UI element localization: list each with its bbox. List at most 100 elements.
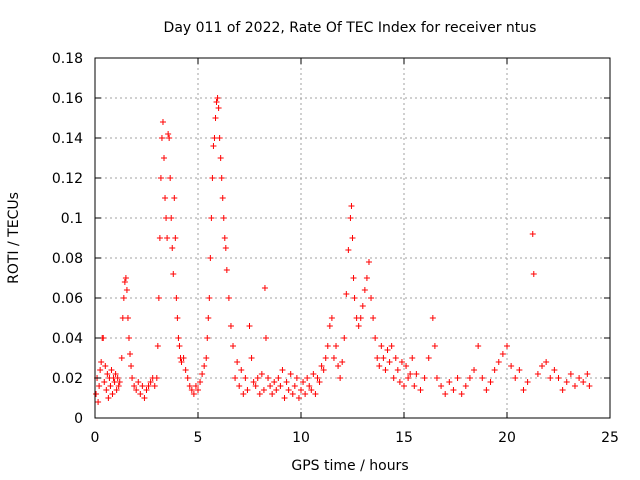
y-tick-label: 0 xyxy=(74,411,83,427)
data-point xyxy=(283,379,290,385)
y-tick-label: 0.14 xyxy=(52,131,83,147)
data-point xyxy=(154,343,161,349)
data-point xyxy=(186,383,193,389)
data-point xyxy=(376,363,383,369)
data-point xyxy=(499,351,506,357)
data-point xyxy=(215,105,222,111)
data-point xyxy=(475,343,482,349)
data-point xyxy=(199,371,206,377)
data-point xyxy=(337,375,344,381)
axis-ticks xyxy=(94,57,611,419)
data-point xyxy=(330,355,337,361)
data-point xyxy=(261,285,268,291)
data-point xyxy=(121,279,128,285)
data-point xyxy=(103,387,110,393)
data-point xyxy=(242,375,249,381)
data-point xyxy=(197,379,204,385)
data-point xyxy=(413,371,420,377)
data-point xyxy=(116,379,123,385)
data-point xyxy=(147,379,154,385)
data-point xyxy=(100,335,107,341)
data-point xyxy=(167,175,174,181)
data-point xyxy=(135,379,142,385)
data-point xyxy=(392,355,399,361)
data-point xyxy=(341,335,348,341)
data-point xyxy=(312,391,319,397)
data-point xyxy=(314,375,321,381)
data-point xyxy=(155,295,162,301)
data-point xyxy=(348,203,355,209)
data-point xyxy=(279,367,286,373)
x-tick-labels: 0 5 10 15 20 25 xyxy=(91,430,619,446)
data-point xyxy=(351,295,358,301)
data-point xyxy=(471,367,478,373)
data-point xyxy=(306,383,313,389)
data-point xyxy=(161,155,168,161)
data-point xyxy=(407,371,414,377)
data-point xyxy=(118,355,125,361)
data-point xyxy=(184,375,191,381)
y-tick-label: 0.02 xyxy=(52,371,83,387)
data-point xyxy=(164,235,171,241)
data-point xyxy=(401,383,407,389)
data-point xyxy=(98,359,105,365)
data-point xyxy=(504,343,510,349)
data-point xyxy=(173,295,180,301)
data-point xyxy=(256,391,263,397)
data-point xyxy=(225,295,232,301)
data-point xyxy=(450,387,457,393)
data-point xyxy=(559,387,566,393)
data-point xyxy=(123,287,130,293)
data-point xyxy=(487,379,494,385)
data-point xyxy=(458,391,465,397)
data-point xyxy=(359,303,366,309)
data-point xyxy=(107,383,114,389)
x-tick-label: 25 xyxy=(601,430,619,446)
data-point xyxy=(113,387,120,393)
data-point xyxy=(454,375,461,381)
data-point xyxy=(206,295,213,301)
data-point xyxy=(300,379,307,385)
data-point xyxy=(234,359,241,365)
data-point xyxy=(295,395,302,401)
data-point xyxy=(567,371,574,377)
data-point xyxy=(333,343,340,349)
data-point xyxy=(584,371,591,377)
y-axis-label: ROTI / TECUs xyxy=(6,192,22,284)
data-point xyxy=(102,363,109,369)
data-point xyxy=(446,379,453,385)
data-point xyxy=(166,135,173,141)
data-point xyxy=(425,355,432,361)
data-point xyxy=(298,387,304,393)
data-point xyxy=(209,175,216,181)
data-point xyxy=(223,267,230,273)
data-point xyxy=(291,383,298,389)
data-point xyxy=(227,323,234,329)
data-point xyxy=(125,335,132,341)
x-tick-label: 5 xyxy=(194,430,203,446)
data-point xyxy=(210,143,217,149)
data-point xyxy=(204,335,211,341)
data-point xyxy=(96,383,103,389)
data-point xyxy=(390,375,397,381)
data-point xyxy=(551,367,558,373)
data-point xyxy=(244,387,251,393)
data-point xyxy=(122,275,129,281)
data-point xyxy=(105,395,112,401)
data-point xyxy=(479,375,486,381)
data-point xyxy=(101,379,108,385)
data-point xyxy=(372,335,379,341)
data-point xyxy=(153,375,160,381)
data-point xyxy=(398,359,405,365)
data-point xyxy=(163,215,170,221)
data-point xyxy=(162,195,169,201)
data-point xyxy=(350,275,357,281)
data-point xyxy=(380,355,387,361)
data-point xyxy=(208,215,215,221)
plot-frame xyxy=(94,57,611,419)
data-point xyxy=(252,383,259,389)
data-point xyxy=(205,315,212,321)
data-point xyxy=(285,387,292,393)
data-point xyxy=(491,367,498,373)
data-point xyxy=(508,363,515,369)
